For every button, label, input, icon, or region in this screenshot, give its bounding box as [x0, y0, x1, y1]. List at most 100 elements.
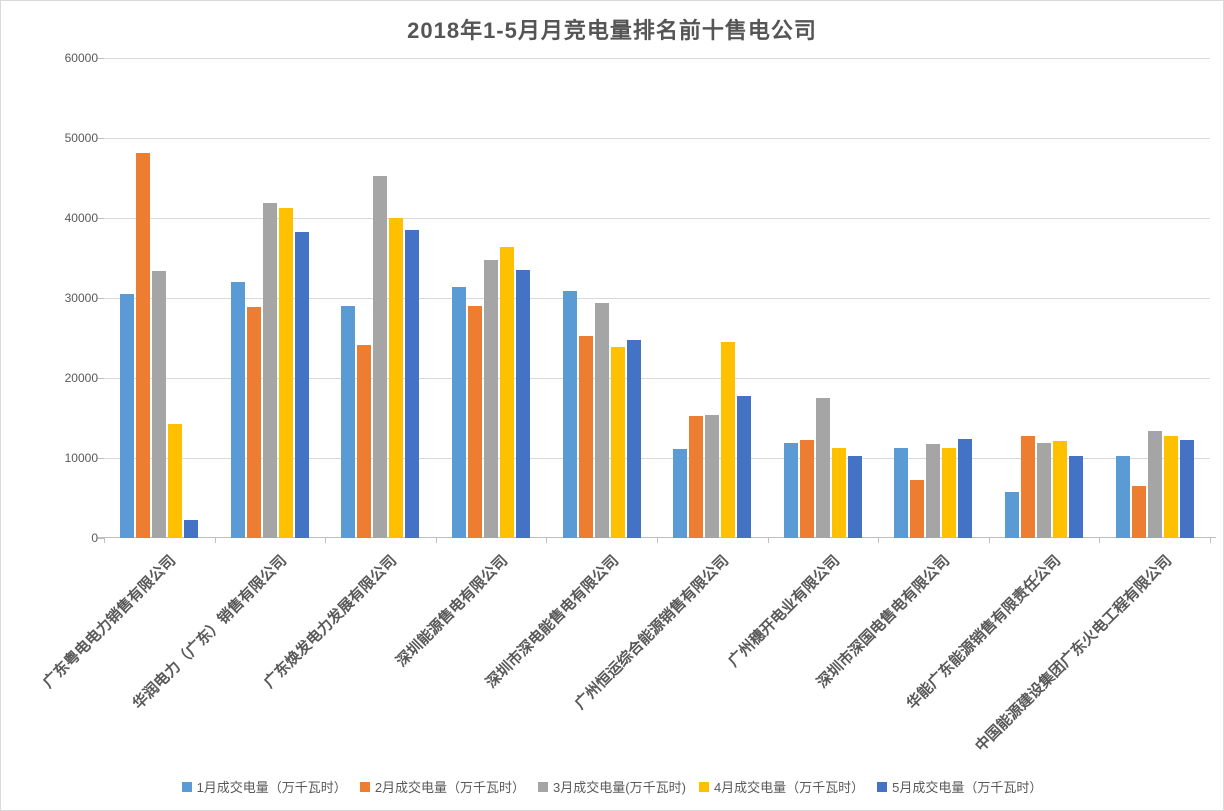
- bar: [942, 448, 957, 538]
- plot-area: [97, 58, 1216, 543]
- legend: 1月成交电量（万千瓦时） 2月成交电量（万千瓦时） 3月成交电量(万千瓦时) 4月成交…: [1, 777, 1223, 796]
- bar: [1115, 455, 1130, 538]
- bar: [500, 246, 515, 538]
- bar: [673, 449, 688, 538]
- bar: [1005, 491, 1020, 538]
- x-axis-tick-label: 中国能源建设集团广东火电工程有限公司: [971, 552, 1175, 756]
- y-axis-tick: [97, 458, 104, 459]
- bar: [894, 448, 909, 538]
- bar: [152, 270, 167, 538]
- gridline: [104, 58, 1210, 59]
- bar: [815, 398, 830, 538]
- bar: [389, 218, 404, 538]
- legend-label: 2月成交电量（万千瓦时）: [374, 780, 526, 795]
- bar: [468, 306, 483, 538]
- gridline: [104, 218, 1210, 219]
- x-axis-tick: [878, 538, 880, 543]
- gridline: [104, 298, 1210, 299]
- y-axis-tick-label: 10000: [64, 451, 98, 465]
- y-axis-tick-label: 50000: [64, 131, 98, 145]
- bar: [357, 345, 372, 538]
- legend-swatch: [698, 781, 709, 792]
- bar: [120, 294, 135, 538]
- x-axis-tick: [767, 538, 769, 543]
- bar: [910, 480, 925, 538]
- gridline: [104, 138, 1210, 139]
- bar-group: [546, 58, 657, 538]
- y-axis-tick-label: 0: [91, 531, 98, 545]
- bar: [452, 286, 467, 538]
- bar: [136, 153, 151, 538]
- x-axis-tick-label: 广州穗开电业有限公司: [724, 552, 844, 671]
- bar: [610, 346, 625, 538]
- bar-group: [768, 58, 879, 538]
- x-axis-tick: [104, 538, 105, 543]
- bar: [1037, 442, 1052, 538]
- bar: [594, 302, 609, 538]
- y-axis-tick: [97, 538, 104, 539]
- chart-title: 2018年1-5月月竞电量排名前十售电公司: [407, 18, 817, 43]
- bar: [737, 395, 752, 538]
- legend-item: 4月成交电量（万千瓦时）: [698, 777, 865, 796]
- y-axis-tick-label: 20000: [64, 371, 98, 385]
- bar: [278, 208, 293, 538]
- bar: [831, 447, 846, 538]
- legend-item: 2月成交电量（万千瓦时）: [359, 777, 526, 796]
- x-axis-tick-label: 深圳能源售电有限公司: [393, 552, 512, 671]
- legend-swatch: [538, 781, 549, 792]
- legend-label: 1月成交电量（万千瓦时）: [196, 780, 347, 795]
- bar-group: [989, 58, 1100, 538]
- bar: [847, 455, 862, 538]
- y-axis-tick-label: 40000: [64, 211, 98, 225]
- gridline: [104, 458, 1210, 459]
- x-axis-tick: [657, 538, 658, 543]
- bar-group: [325, 58, 436, 538]
- y-axis-tick: [97, 298, 104, 299]
- bar: [1069, 455, 1084, 538]
- bar: [689, 416, 704, 538]
- legend-item: 5月成交电量（万千瓦时）: [877, 777, 1042, 796]
- bar: [516, 270, 531, 538]
- bar: [705, 414, 720, 538]
- bar-group: [878, 58, 989, 538]
- legend-label: 4月成交电量（万千瓦时）: [713, 780, 865, 795]
- bar: [1131, 486, 1146, 538]
- bar: [958, 438, 973, 538]
- bar: [578, 335, 593, 538]
- y-axis-tick-label: 30000: [64, 291, 98, 305]
- bar: [562, 290, 577, 538]
- gridline: [104, 378, 1210, 379]
- bar: [799, 439, 814, 538]
- x-axis-tick: [435, 538, 437, 543]
- y-axis-tick-label: 60000: [64, 51, 98, 65]
- bar: [373, 176, 388, 538]
- bar: [168, 423, 183, 538]
- legend-swatch: [181, 781, 192, 792]
- bar: [405, 230, 420, 538]
- bar: [1163, 436, 1178, 538]
- bar: [1179, 439, 1194, 538]
- x-axis-line: [98, 537, 1216, 538]
- y-axis-tick: [97, 58, 104, 59]
- x-axis-tick: [214, 538, 216, 543]
- bar: [783, 442, 798, 538]
- bar: [1147, 430, 1162, 538]
- legend-swatch: [359, 781, 370, 792]
- bar: [341, 306, 356, 538]
- bar: [626, 340, 641, 538]
- legend-item: 3月成交电量(万千瓦时): [538, 777, 686, 796]
- x-axis-tick: [1210, 538, 1211, 543]
- bar-group: [1099, 58, 1210, 538]
- bar: [246, 306, 261, 538]
- x-axis-tick: [546, 538, 548, 543]
- y-axis-tick: [97, 378, 104, 379]
- x-axis-tick: [988, 538, 990, 543]
- bar: [926, 443, 941, 538]
- legend-label: 5月成交电量（万千瓦时）: [892, 780, 1043, 795]
- bar: [294, 231, 309, 538]
- bar-group: [215, 58, 326, 538]
- y-axis-tick: [97, 218, 104, 219]
- bar: [1021, 436, 1036, 538]
- x-axis-tick: [325, 538, 327, 543]
